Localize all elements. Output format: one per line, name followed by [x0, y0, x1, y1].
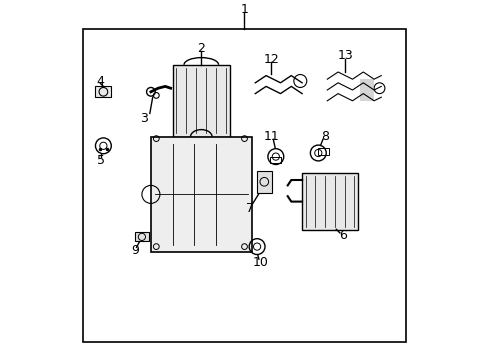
Text: 13: 13	[337, 49, 352, 62]
Text: 2: 2	[197, 42, 205, 55]
Text: 1: 1	[240, 3, 248, 15]
Text: 11: 11	[263, 130, 279, 143]
Bar	[302, 173, 357, 230]
Text: 9: 9	[130, 244, 139, 257]
Text: 6: 6	[339, 229, 347, 242]
Bar	[95, 86, 111, 97]
Text: 10: 10	[252, 256, 268, 269]
Bar	[134, 232, 149, 241]
Bar	[359, 79, 373, 101]
Bar	[151, 137, 251, 252]
Text: 5: 5	[96, 154, 104, 167]
Text: 7: 7	[245, 202, 253, 215]
Text: 4: 4	[96, 75, 104, 87]
Bar	[82, 29, 406, 342]
Bar	[257, 171, 271, 193]
Text: 8: 8	[321, 130, 329, 143]
Bar	[172, 65, 230, 137]
Text: 3: 3	[140, 112, 147, 125]
Bar	[270, 157, 281, 163]
Bar	[318, 148, 328, 155]
Text: 12: 12	[263, 53, 279, 66]
